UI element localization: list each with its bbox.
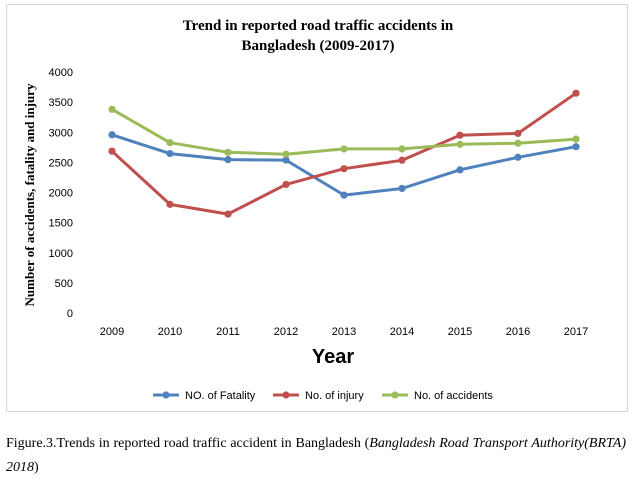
y-tick-label: 4000 <box>49 67 73 79</box>
y-tick-label: 3500 <box>49 97 73 109</box>
data-point <box>108 147 116 155</box>
x-tick-label: 2016 <box>506 326 530 338</box>
y-tick-label: 500 <box>55 278 73 290</box>
x-axis-label: Year <box>312 346 354 368</box>
data-point <box>572 143 580 151</box>
data-point <box>398 156 406 164</box>
x-tick-label: 2014 <box>390 326 414 338</box>
data-point <box>282 180 290 189</box>
x-tick-label: 2010 <box>158 326 182 338</box>
legend-label: No. of injury <box>305 390 364 402</box>
line-chart: Trend in reported road traffic accidents… <box>22 18 588 402</box>
data-point <box>340 191 348 199</box>
data-point <box>456 166 464 174</box>
x-tick-label: 2011 <box>216 326 240 338</box>
data-point <box>514 153 522 161</box>
chart-frame: Trend in reported road traffic accidents… <box>6 4 628 412</box>
chart-title-line-2: Bangladesh (2009-2017) <box>242 38 395 54</box>
y-tick-label: 1000 <box>49 248 73 260</box>
data-point <box>166 149 174 158</box>
legend-label: No. of accidents <box>414 390 493 402</box>
y-tick-label: 1500 <box>49 218 73 230</box>
data-point <box>340 145 348 153</box>
data-point <box>224 210 232 218</box>
data-point <box>108 131 116 139</box>
x-tick-label: 2017 <box>564 326 588 338</box>
legend-swatch-marker <box>282 391 290 399</box>
legend-label: NO. of Fatality <box>185 390 256 402</box>
data-point <box>398 184 406 193</box>
data-point <box>514 139 522 147</box>
data-point <box>456 131 464 139</box>
data-point <box>572 89 580 97</box>
data-point <box>166 139 174 147</box>
data-point <box>108 105 116 113</box>
data-point <box>572 135 580 143</box>
x-tick-label: 2012 <box>274 326 298 338</box>
caption-suffix: ) <box>34 460 39 475</box>
x-tick-label: 2009 <box>100 326 124 338</box>
figure-caption: Figure.3.Trends in reported road traffic… <box>6 432 626 480</box>
data-point <box>224 148 232 156</box>
data-point <box>456 140 464 148</box>
y-axis-label: Number of accidents, fatality and injury <box>22 83 37 306</box>
x-tick-label: 2015 <box>448 326 472 338</box>
y-tick-label: 0 <box>67 308 73 320</box>
data-point <box>340 165 348 173</box>
legend-swatch-marker <box>162 391 170 399</box>
y-tick-label: 2500 <box>49 157 73 169</box>
caption-source: Bangladesh Road Transport Authority(BRTA… <box>6 436 626 475</box>
chart-title-line-1: Trend in reported road traffic accidents… <box>183 18 454 34</box>
legend-swatch-marker <box>391 391 399 399</box>
data-point <box>224 156 232 164</box>
caption-prefix: Figure.3.Trends in reported road traffic… <box>6 436 370 451</box>
data-point <box>166 200 174 208</box>
data-point <box>282 156 290 164</box>
y-tick-label: 3000 <box>49 127 73 139</box>
data-point <box>282 150 290 158</box>
data-point <box>398 145 406 153</box>
x-tick-label: 2013 <box>332 326 356 338</box>
y-tick-label: 2000 <box>49 188 73 200</box>
legend: NO. of Fatality No. of injury No. of accid… <box>153 390 493 402</box>
data-point <box>514 129 522 137</box>
